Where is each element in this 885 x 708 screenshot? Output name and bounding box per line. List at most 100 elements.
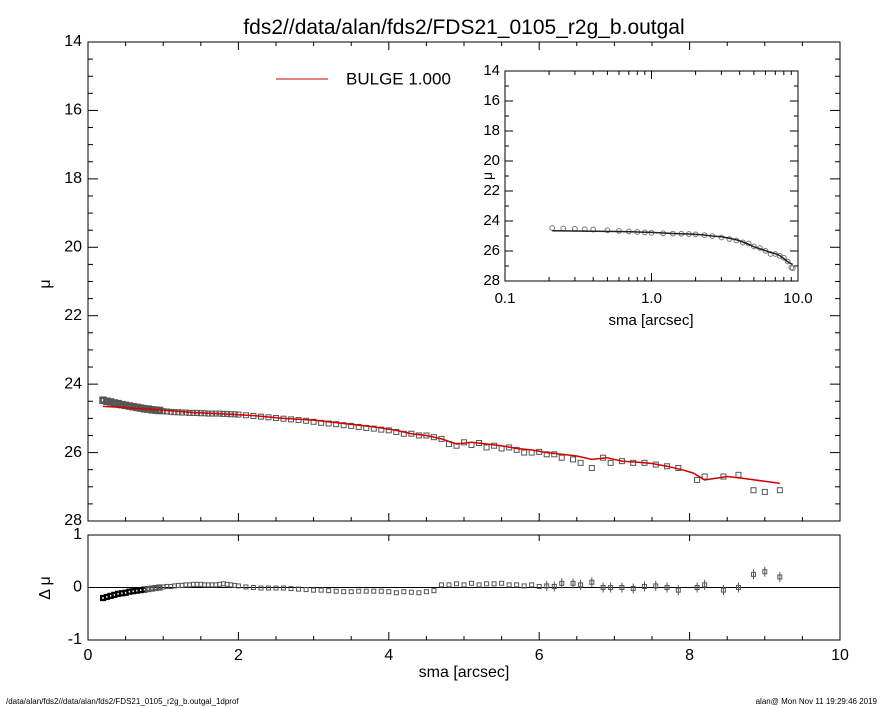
main-data-point (393, 429, 400, 436)
main-data-point (348, 422, 355, 429)
main-data-point (160, 408, 167, 415)
main-data-point (776, 487, 783, 494)
residual-y-axis-label: Δ μ (37, 576, 54, 599)
residual-point (446, 582, 452, 588)
inset-y-tick-label: 24 (483, 212, 500, 229)
inset-y-axis-label: μ (479, 172, 495, 180)
residual-point (551, 583, 557, 589)
residual-x-tick-label: 10 (831, 647, 849, 664)
residual-panel: 0 2 4 6 8 10-101 Δ μ sma [arcsec] (37, 526, 849, 681)
main-data-point (355, 423, 362, 430)
residual-point (720, 587, 726, 593)
inset-axis-ticks: 0.1 1.0 10.0 14 16 18 20 22 24 26 28 (483, 62, 812, 307)
main-data-point (588, 464, 595, 471)
inset-x-tick-label: 0.1 (495, 290, 516, 307)
x-axis-label: sma [arcsec] (419, 664, 510, 681)
main-data-point (570, 456, 577, 463)
residual-series (99, 566, 783, 602)
residual-point (296, 586, 302, 592)
residual-point (303, 587, 309, 593)
residual-point (484, 581, 490, 587)
footer-user-timestamp: alan@ Mon Nov 11 19:29:46 2019 (756, 697, 878, 706)
residual-point (491, 581, 497, 587)
residual-point (529, 582, 535, 588)
residual-point (777, 574, 783, 580)
residual-point (318, 587, 324, 593)
residual-point (431, 588, 437, 594)
residual-point (235, 583, 241, 589)
residual-point (675, 587, 681, 593)
residual-point (608, 585, 614, 590)
main-data-point (543, 451, 550, 458)
inset-panel: 0.1 1.0 10.0 14 16 18 20 22 24 26 28 μ sma [arcsec… (479, 62, 813, 329)
inset-y-tick-label: 28 (483, 272, 500, 289)
residual-point (762, 569, 768, 575)
residual-point (326, 588, 332, 594)
residual-point (578, 582, 584, 588)
inset-data-point (780, 254, 787, 261)
residual-point (386, 589, 392, 595)
inset-x-axis-label: sma [arcsec] (608, 312, 693, 329)
residual-point (735, 585, 741, 590)
residual-point (250, 585, 256, 590)
residual-point (570, 580, 576, 586)
main-data-point (378, 426, 385, 433)
main-data-point (171, 409, 178, 416)
residual-point (401, 589, 407, 595)
residual-point (371, 588, 377, 594)
main-data-point (513, 446, 520, 453)
residual-point (589, 579, 595, 585)
residual-point (461, 582, 467, 588)
residual-y-tick-label: 0 (73, 579, 82, 596)
main-data-point (521, 449, 528, 456)
residual-point (469, 580, 475, 586)
inset-data-point (549, 225, 556, 231)
main-y-tick-label: 18 (64, 170, 82, 187)
main-y-tick-label: 24 (64, 375, 82, 392)
residual-y-tick-label: -1 (68, 631, 82, 648)
residual-x-tick-label: 2 (234, 647, 243, 664)
residual-point (265, 585, 271, 591)
main-data-point (577, 459, 584, 466)
residual-x-tick-label: 0 (84, 647, 93, 664)
residual-point (281, 585, 287, 591)
residual-point (288, 586, 294, 592)
residual-point (514, 582, 520, 588)
main-y-axis-label: μ (37, 279, 54, 288)
main-y-tick-label: 20 (64, 239, 82, 256)
main-data-point (483, 444, 490, 451)
residual-x-tick-label: 6 (535, 647, 544, 664)
residual-point (333, 588, 339, 594)
main-data-point (325, 420, 332, 427)
main-panel: 14 16 18 20 22 24 26 28 μ BULGE 1.000 (37, 33, 841, 529)
main-series (99, 396, 783, 495)
bulge-model-line (102, 405, 780, 485)
residual-point (664, 585, 670, 590)
main-data-point (310, 418, 317, 425)
main-data-point (400, 430, 407, 437)
residual-point (243, 584, 249, 590)
main-data-point (630, 459, 637, 466)
residual-point (258, 585, 264, 591)
residual-x-tick-label: 8 (685, 647, 694, 664)
inset-y-tick-label: 20 (483, 152, 500, 169)
inset-data-point (784, 258, 791, 265)
main-y-tick-label: 28 (64, 512, 82, 529)
residual-point (476, 582, 482, 588)
residual-point (423, 589, 429, 595)
residual-point (751, 571, 757, 577)
residual-point (619, 585, 625, 590)
residual-point (341, 589, 347, 595)
residual-point (653, 583, 659, 589)
main-data-point (163, 408, 170, 415)
residual-point (499, 580, 505, 586)
inset-y-tick-label: 22 (483, 182, 500, 199)
main-y-tick-label: 26 (64, 444, 82, 461)
inset-data-point (750, 243, 757, 250)
inset-model-line (552, 230, 794, 266)
inset-y-tick-label: 14 (483, 62, 500, 79)
residual-point (702, 582, 708, 588)
residual-axis-ticks: 0 2 4 6 8 10-101 (68, 526, 849, 664)
footer-file-path: /data/alan/fds2//data/alan/fds2/FDS21_01… (6, 697, 239, 706)
